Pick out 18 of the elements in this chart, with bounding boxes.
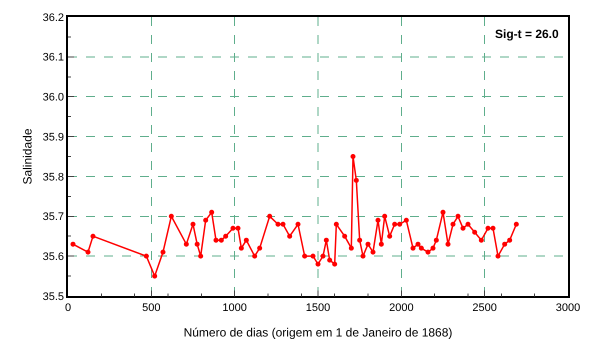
y-axis-title: Salinidade	[20, 128, 34, 185]
y-tick-label: 36.0	[42, 92, 64, 104]
x-axis-title: Número de dias (origem em 1 de Janeiro de 1868)	[184, 325, 452, 340]
x-tick-label: 2500	[472, 302, 497, 314]
x-tick-label: 1000	[222, 302, 247, 314]
x-tick-label: 3000	[556, 302, 580, 314]
x-tick-label: 500	[142, 302, 161, 314]
x-tick-label: 1500	[306, 302, 330, 314]
y-tick-label: 35.5	[42, 290, 64, 303]
y-tick-label: 36.2	[42, 12, 64, 24]
y-tick-label: 35.6	[42, 250, 64, 263]
y-tick-label: 35.7	[42, 211, 64, 224]
annotation: Sig-t = 26.0	[495, 27, 560, 41]
y-tick-label: 36.1	[42, 52, 64, 64]
x-tick-label: 0	[64, 302, 72, 314]
y-tick-label: 35.8	[42, 171, 64, 184]
x-tick-label: 2000	[389, 302, 414, 314]
y-tick-label: 35.9	[42, 131, 64, 144]
